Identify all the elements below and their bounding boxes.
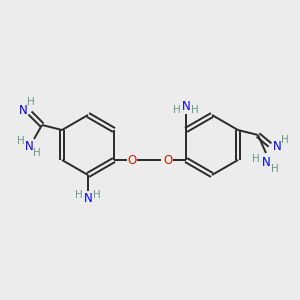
Text: H: H [93,190,101,200]
Text: H: H [271,164,279,174]
Text: H: H [173,105,181,115]
Text: N: N [84,193,92,206]
Text: H: H [75,190,83,200]
Text: N: N [25,140,33,152]
Text: O: O [128,154,136,166]
Text: N: N [19,103,27,116]
Text: H: H [17,136,25,146]
Text: N: N [182,100,190,112]
Text: H: H [33,148,41,158]
Text: N: N [273,140,281,154]
Text: O: O [164,154,172,166]
Text: H: H [281,135,289,145]
Text: H: H [27,97,35,107]
Text: H: H [191,105,199,115]
Text: N: N [262,157,270,169]
Text: H: H [252,154,260,164]
